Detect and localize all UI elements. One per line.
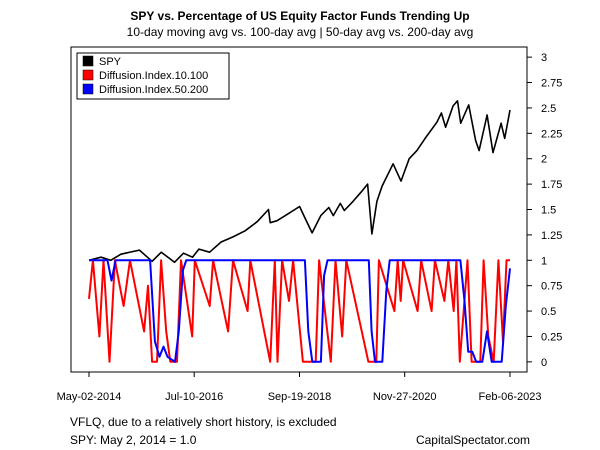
y-tick-label: 2.5 <box>541 103 556 115</box>
y-tick-label: 1.75 <box>541 179 562 191</box>
legend-swatch-diffusion-index-10-100 <box>82 69 94 81</box>
series-line-spy <box>88 100 511 264</box>
legend-label-diffusion-index-50-200: Diffusion.Index.50.200 <box>99 84 208 96</box>
y-tick-label: 1.25 <box>541 230 562 242</box>
y-tick-label: 2 <box>541 154 547 166</box>
y-tick-label: 0.25 <box>541 331 562 343</box>
footnote-excluded-fund: VFLQ, due to a relatively short history,… <box>70 415 337 429</box>
legend-swatch-diffusion-index-50-200 <box>82 83 94 95</box>
chart-title: SPY vs. Percentage of US Equity Factor F… <box>130 9 470 23</box>
y-tick-label: 2.75 <box>541 78 562 90</box>
footnote-spy-baseline: SPY: May 2, 2014 = 1.0 <box>70 433 197 447</box>
legend-label-spy: SPY <box>99 56 122 68</box>
y-tick-label: 1.5 <box>541 205 556 217</box>
y-tick-label: 0.75 <box>541 281 562 293</box>
y-tick-label: 3 <box>541 52 547 64</box>
y-tick-label: 1 <box>541 255 547 267</box>
legend-swatch-spy <box>82 55 94 67</box>
y-tick-label: 0 <box>541 357 547 369</box>
legend-label-diffusion-index-10-100: Diffusion.Index.10.100 <box>99 70 208 82</box>
series-line-diffusion-index-50-200 <box>89 259 511 363</box>
x-tick-label: Jul-10-2016 <box>165 391 223 403</box>
series-line-diffusion-index-10-100 <box>88 259 510 363</box>
legend: SPY Diffusion.Index.10.100 Diffusion.Index… <box>76 52 230 100</box>
chart-subtitle: 10-day moving avg vs. 100-day avg | 50-d… <box>126 25 474 39</box>
x-tick-label: May-02-2014 <box>57 391 122 403</box>
y-tick-label: 2.25 <box>541 128 562 140</box>
x-tick-label: Sep-19-2018 <box>268 391 332 403</box>
x-tick-label: Nov-27-2020 <box>373 391 437 403</box>
x-tick-label: Feb-06-2023 <box>479 391 542 403</box>
legend-box <box>76 52 230 100</box>
y-tick-label: 0.5 <box>541 306 556 318</box>
source-credit: CapitalSpectator.com <box>415 433 530 447</box>
